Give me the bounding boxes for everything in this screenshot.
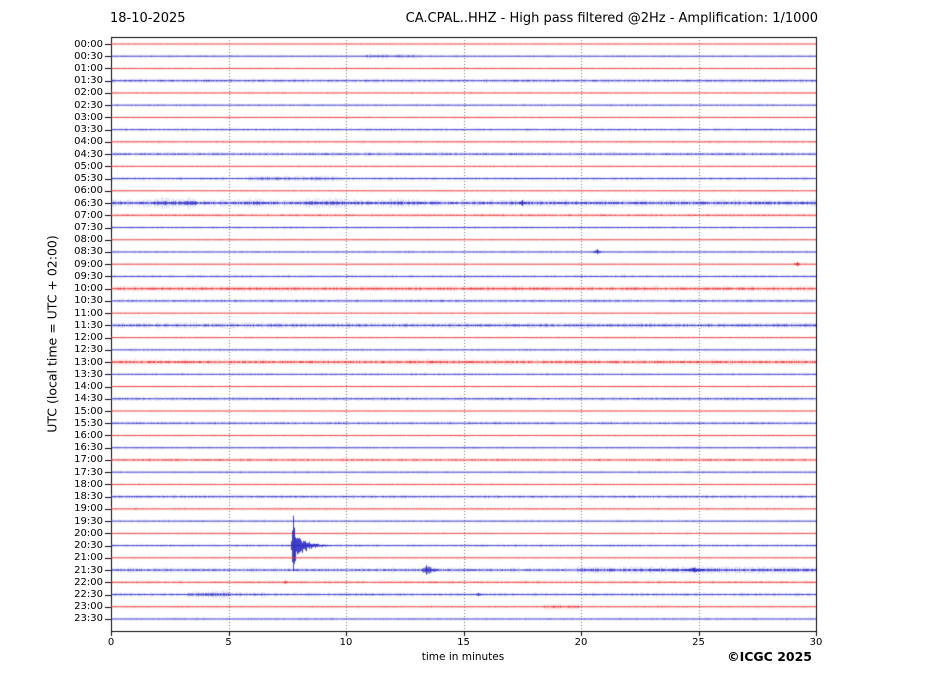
y-tick-label: 04:00 [74,136,103,148]
x-tick-label: 20 [574,637,588,648]
x-tick-label: 10 [339,637,353,648]
y-tick-label: 14:30 [74,393,103,405]
copyright-label: ©ICGC 2025 [727,649,812,664]
y-tick-label: 01:00 [74,62,103,74]
y-tick-label: 15:00 [74,405,103,417]
y-tick-label: 01:30 [74,75,103,87]
y-tick-label: 00:30 [74,50,103,62]
y-tick-label: 21:30 [74,564,103,576]
y-tick-label: 11:30 [74,319,103,331]
x-axis-title: time in minutes [421,651,505,663]
x-tick-label: 25 [692,637,705,648]
y-tick-label: 23:30 [74,613,103,625]
y-tick-label: 15:30 [74,417,103,429]
y-tick-label: 09:00 [74,258,103,270]
date-label: 18-10-2025 [110,11,186,26]
y-tick-label: 17:00 [74,454,103,466]
y-tick-label: 02:00 [74,87,103,99]
y-tick-label: 16:30 [74,442,103,454]
x-tick-label: 0 [107,637,115,648]
y-tick-label: 13:30 [74,368,103,380]
y-tick-label: 14:00 [74,381,103,393]
y-tick-label: 23:00 [74,601,103,613]
y-tick-label: 05:30 [74,173,103,185]
y-tick-label: 11:00 [74,307,103,319]
y-tick-label: 07:30 [74,222,103,233]
y-tick-label: 06:00 [74,185,103,197]
y-tick-label: 20:30 [74,540,103,552]
y-tick-label: 12:00 [74,332,103,344]
y-tick-label: 03:30 [74,124,103,136]
y-tick-label: 22:00 [74,576,103,588]
y-tick-label: 03:00 [74,111,103,123]
y-tick-label: 17:30 [74,466,103,478]
y-tick-label: 19:00 [74,503,103,515]
y-tick-label: 18:00 [74,478,103,490]
y-tick-label: 10:30 [74,295,103,307]
x-tick-label: 15 [457,637,470,648]
y-tick-label: 10:00 [74,283,103,295]
y-tick-label: 18:30 [74,491,103,503]
y-tick-label: 04:30 [74,148,103,160]
x-tick-label: 5 [225,637,232,648]
y-tick-label: 19:30 [74,515,103,527]
y-tick-label: 09:30 [74,270,103,282]
y-tick-label: 06:30 [74,197,103,209]
y-tick-label: 08:30 [74,246,103,258]
x-tick-label: 30 [809,637,823,648]
y-tick-label: 02:30 [74,99,103,111]
y-tick-label: 22:30 [74,589,103,601]
y-tick-label: 20:00 [74,527,103,539]
chart-title: CA.CPAL..HHZ - High pass filtered @2Hz -… [405,11,818,26]
y-tick-label: 21:00 [74,552,103,564]
y-tick-label: 00:00 [74,38,103,50]
y-tick-label: 05:00 [74,160,103,172]
y-tick-label: 13:00 [74,356,103,368]
y-tick-label: 16:00 [74,429,103,441]
y-tick-label: 07:00 [74,209,103,221]
y-tick-label: 12:30 [74,344,103,356]
y-tick-label: 08:00 [74,234,103,246]
